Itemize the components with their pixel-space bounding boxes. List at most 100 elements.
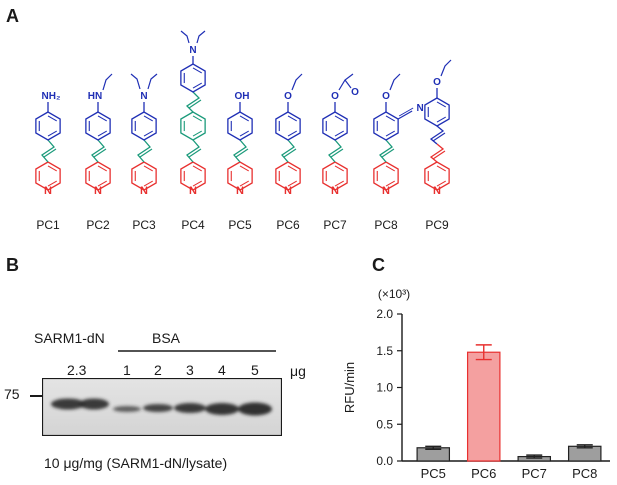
pyridine-ring [322, 161, 348, 191]
aryl-ring [424, 97, 450, 127]
compound-label-pc3: PC3 [132, 218, 156, 232]
panel-b-letter: B [6, 255, 19, 275]
vinyl-linker [91, 139, 105, 163]
vinyl-linker [328, 139, 342, 163]
hydroxyl-group: OH [235, 91, 250, 102]
pyridine-nitrogen: N [189, 185, 197, 197]
error-bar-pc7 [526, 454, 543, 459]
pyridine-ring [275, 161, 301, 191]
ethoxy-oxygen: O [284, 91, 292, 102]
compound-label-pc5: PC5 [228, 218, 252, 232]
bar-pc8 [567, 445, 602, 462]
bsa-lane-label: 1 [123, 362, 131, 378]
pyridine-nitrogen: N [44, 185, 52, 197]
vinyl-linker [233, 139, 247, 163]
vinyl-linker [41, 139, 55, 163]
y-tick-label: 0.5 [376, 417, 393, 431]
x-tick-label: PC5 [421, 466, 446, 481]
y-tick-label: 0.0 [376, 454, 393, 468]
aryl-ring [180, 63, 206, 93]
unit-label: μg [290, 363, 306, 379]
vinyl-linker-2 [429, 125, 445, 145]
vinyl-linker [281, 139, 295, 163]
molecule-pc9: NO [424, 59, 452, 197]
y-tick-label: 1.0 [376, 381, 393, 395]
pyridine-nitrogen: N [284, 185, 292, 197]
bsa-label: BSA [152, 330, 181, 346]
pyridine-ring [424, 161, 450, 191]
bsa-lane-label: 5 [251, 362, 259, 378]
aryl-ring [227, 111, 253, 141]
acetoxy-oxygen: O [331, 91, 339, 102]
y-axis-label: RFU/min [342, 362, 357, 413]
pyridine-ring [373, 161, 399, 191]
molecule-pc6: NO [275, 73, 303, 197]
molecule-pc7: N O O [322, 73, 359, 197]
panel-a-letter: A [6, 6, 19, 26]
x-tick-label: PC7 [522, 466, 547, 481]
error-bar-pc5 [425, 445, 442, 450]
y-tick-label: 1.5 [376, 344, 393, 358]
compound-label-pc7: PC7 [323, 218, 347, 232]
compound-label-pc6: PC6 [276, 218, 300, 232]
bsa-bracket [118, 350, 276, 352]
pyridine-nitrogen: N [433, 185, 441, 197]
pyridine-nitrogen: N [236, 185, 244, 197]
vinyl-linker [186, 139, 200, 163]
gel-image [42, 378, 282, 436]
middle-ring [180, 111, 206, 141]
bsa-lane-label: 2 [154, 362, 162, 378]
pyridine-ring [85, 161, 111, 191]
bsa-lane-label: 3 [186, 362, 194, 378]
molecule-pc5: N OH [227, 91, 253, 197]
compound-label-pc9: PC9 [425, 218, 449, 232]
nitrile-nitrogen: N [417, 103, 424, 114]
pyridine-ring [35, 161, 61, 191]
pyridine-ring [131, 161, 157, 191]
compound-label-pc1: PC1 [36, 218, 60, 232]
vinyl-linker [137, 139, 151, 163]
pyridine-ring [180, 161, 206, 191]
ethoxy-oxygen: O [433, 77, 441, 88]
ethoxy-oxygen: O [382, 91, 390, 102]
pyridine-nitrogen: N [382, 185, 390, 197]
molecule-pc1: N NH₂ [35, 91, 61, 197]
marker-75: 75 [4, 386, 20, 402]
sarm1-label: SARM1-dN [34, 330, 105, 346]
aryl-ring [322, 111, 348, 141]
aryl-ring [131, 111, 157, 141]
carbonyl-oxygen: O [351, 87, 359, 98]
y-tick-label: 2.0 [376, 307, 393, 321]
y-scale-label: (×10³) [378, 287, 410, 301]
molecule-pc3: NN [130, 73, 158, 197]
amino-group: NH₂ [42, 91, 61, 102]
vinyl-linker-2 [185, 91, 201, 113]
compound-label-pc2: PC2 [86, 218, 110, 232]
sarm1-amount: 2.3 [67, 362, 87, 378]
pyridine-nitrogen: N [140, 185, 148, 197]
vinyl-linker [429, 143, 445, 163]
compound-label-pc8: PC8 [374, 218, 398, 232]
molecule-pc4: NN [180, 30, 206, 197]
x-tick-label: PC6 [471, 466, 496, 481]
bsa-lane-label: 4 [218, 362, 226, 378]
error-bar-pc8 [576, 444, 593, 449]
aryl-ring [35, 111, 61, 141]
molecule-pc2: N HN [85, 73, 113, 197]
aryl-ring [85, 111, 111, 141]
panel-c-letter: C [372, 255, 385, 275]
aryl-ring [275, 111, 301, 141]
ethylamino-group: HN [88, 91, 102, 102]
gel-caption: 10 μg/mg (SARM1-dN/lysate) [44, 455, 228, 471]
rfu-bar-chart: 0.0 0.5 1.0 1.5 2.0 (×10³) RFU/min PC5 PC6 PC7 PC8 [342, 287, 610, 481]
marker-tick [30, 395, 42, 397]
pyridine-nitrogen: N [331, 185, 339, 197]
molecule-pc8: N O N [373, 73, 424, 197]
pyridine-nitrogen: N [94, 185, 102, 197]
diethylamino-group: N [189, 45, 196, 56]
x-tick-label: PC8 [572, 466, 597, 481]
pyridine-ring [227, 161, 253, 191]
bar-pc6 [466, 351, 501, 462]
compound-label-pc4: PC4 [181, 218, 205, 232]
